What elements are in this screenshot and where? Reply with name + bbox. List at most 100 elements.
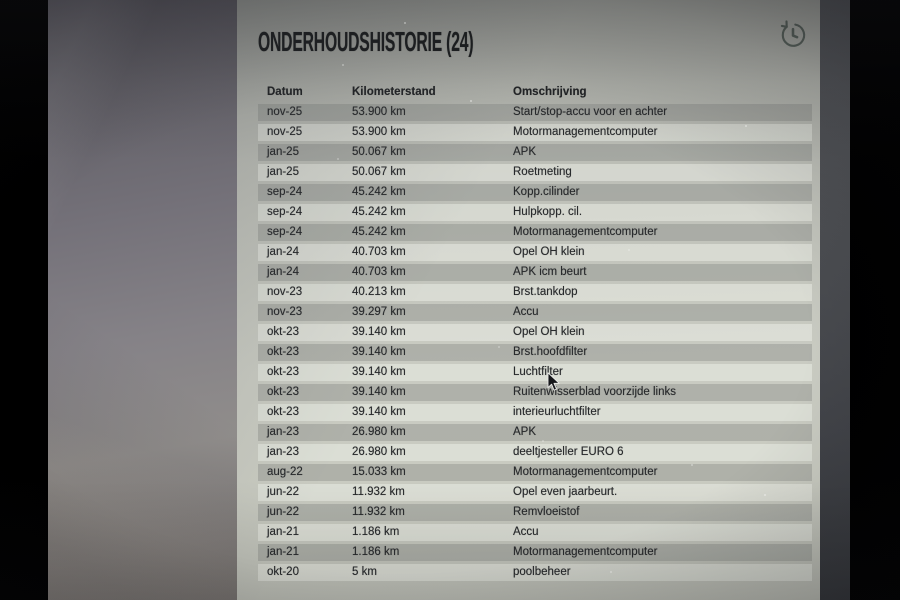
cell-description: interieurluchtfilter [513,406,601,418]
cell-description: Opel OH klein [513,246,585,258]
cell-description: APK icm beurt [513,266,587,278]
history-clock-icon [777,18,809,55]
cell-odometer: 53.900 km [352,126,406,138]
cell-date: jan-21 [267,526,299,538]
cell-odometer: 11.932 km [352,506,405,518]
cell-odometer: 1.186 km [352,546,400,558]
table-row: okt-23 39.140 km Luchtfilter [258,364,812,384]
table-row: jan-24 40.703 km APK icm beurt [258,264,812,284]
row-stripe [258,444,812,461]
page-title: ONDERHOUDSHISTORIE (24) [258,26,474,57]
table-row: okt-23 39.140 km Ruitenwisserblad voorzijd… [258,384,812,404]
table-row: okt-23 39.140 km Opel OH klein [258,324,812,344]
cell-odometer: 39.297 km [352,306,406,318]
row-stripe [258,124,812,141]
cell-odometer: 39.140 km [352,326,406,338]
row-stripe [258,344,812,361]
table-row: jan-23 26.980 km deeltjesteller EURO 6 [258,444,812,464]
cell-description: Brst.tankdop [513,286,578,298]
row-stripe [258,384,812,401]
cell-date: jan-25 [267,166,299,178]
cell-date: nov-23 [267,306,303,318]
cell-odometer: 1.186 km [352,526,400,538]
dust-specks [0,0,2,2]
cell-date: nov-25 [267,106,303,118]
table-row: sep-24 45.242 km Hulpkopp. cil. [258,204,812,224]
cell-description: Motormanagementcomputer [513,546,658,558]
cell-odometer: 5 km [352,566,377,578]
cell-odometer: 50.067 km [352,146,406,158]
cell-description: Ruitenwisserblad voorzijde links [513,386,676,398]
cell-date: jun-22 [267,486,299,498]
column-header-odometer: Kilometerstand [352,86,436,98]
row-stripe [258,104,812,121]
table-body: nov-25 53.900 km Start/stop-accu voor en a… [258,104,812,584]
cell-date: jan-24 [267,246,299,258]
row-stripe [258,424,812,441]
screen-edge-right [820,0,850,600]
row-stripe [258,224,812,241]
cell-description: Opel even jaarbeurt. [513,486,618,498]
cell-odometer: 39.140 km [352,366,406,378]
cell-date: okt-23 [267,406,299,418]
cell-description: Opel OH klein [513,326,585,338]
cell-description: Motormanagementcomputer [513,466,658,478]
table-row: okt-20 5 km poolbeheer [258,564,812,584]
screen-glare-left [48,0,237,600]
cell-description: APK [513,426,537,438]
cell-date: nov-25 [267,126,303,138]
table-row: jun-22 11.932 km Remvloeistof [258,504,812,524]
row-stripe [258,324,812,341]
cell-description: Motormanagementcomputer [513,126,658,138]
cell-date: aug-22 [267,466,303,478]
cell-date: nov-23 [267,286,303,298]
table-row: jan-24 40.703 km Opel OH klein [258,244,812,264]
cell-odometer: 11.932 km [352,486,405,498]
cell-odometer: 53.900 km [352,106,406,118]
cell-date: okt-20 [267,566,299,578]
row-stripe [258,244,812,261]
row-stripe [258,184,812,201]
column-header-description: Omschrijving [513,86,587,98]
cell-date: okt-23 [267,386,299,398]
table-row: aug-22 15.033 km Motormanagementcomputer [258,464,812,484]
cell-odometer: 39.140 km [352,406,406,418]
cell-odometer: 45.242 km [352,226,406,238]
row-stripe [258,544,812,561]
table-row: sep-24 45.242 km Motormanagementcomputer [258,224,812,244]
cell-date: sep-24 [267,186,303,198]
cell-odometer: 39.140 km [352,346,406,358]
row-stripe [258,464,812,481]
row-stripe [258,204,812,221]
maintenance-history-panel: ONDERHOUDSHISTORIE (24) Datum Kilometers… [237,0,820,600]
table-row: nov-25 53.900 km Motormanagementcomputer [258,124,812,144]
cell-description: Brst.hoofdfilter [513,346,588,358]
table-row: jun-22 11.932 km Opel even jaarbeurt. [258,484,812,504]
cell-date: okt-23 [267,346,299,358]
cell-date: sep-24 [267,226,303,238]
cell-date: okt-23 [267,326,299,338]
cell-odometer: 40.703 km [352,246,406,258]
cell-odometer: 26.980 km [352,426,406,438]
row-stripe [258,484,812,501]
cell-odometer: 40.213 km [352,286,406,298]
cell-odometer: 45.242 km [352,186,406,198]
column-header-date: Datum [267,86,303,98]
cell-date: jan-23 [267,446,299,458]
cell-description: Motormanagementcomputer [513,226,658,238]
row-stripe [258,304,812,321]
cell-description: Roetmeting [513,166,572,178]
cell-odometer: 15.033 km [352,466,406,478]
cell-date: jan-25 [267,146,299,158]
row-stripe [258,164,812,181]
table-row: jan-25 50.067 km APK [258,144,812,164]
cell-odometer: 50.067 km [352,166,406,178]
table-row: jan-25 50.067 km Roetmeting [258,164,812,184]
row-stripe [258,364,812,381]
mouse-cursor-icon [547,372,561,397]
cell-description: APK [513,146,537,158]
table-row: okt-23 39.140 km Brst.hoofdfilter [258,344,812,364]
cell-description: poolbeheer [513,566,571,578]
table-row: jan-23 26.980 km APK [258,424,812,444]
row-stripe [258,264,812,281]
